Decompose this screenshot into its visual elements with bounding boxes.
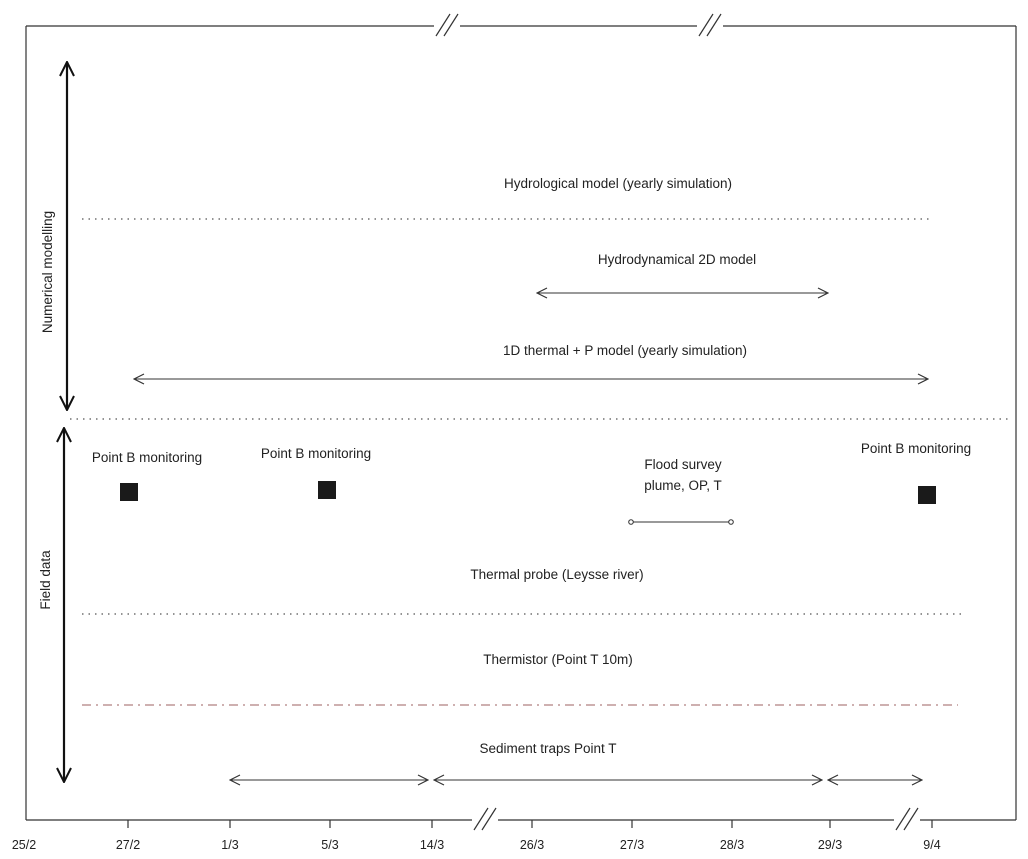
- thermistor-label: Thermistor (Point T 10m): [483, 652, 633, 667]
- tick-label: 25/2: [12, 838, 36, 852]
- axis-break-top-2: [697, 13, 723, 37]
- point-b-monitoring-marker-1: [120, 483, 138, 501]
- hydrodynamical-model-label: Hydrodynamical 2D model: [598, 252, 756, 267]
- frame: [25, 13, 1017, 831]
- tick-label: 26/3: [520, 838, 544, 852]
- point-b-monitoring-label-1: Point B monitoring: [92, 450, 202, 465]
- thermal-probe-label: Thermal probe (Leysse river): [470, 567, 643, 582]
- tick-label: 1/3: [221, 838, 238, 852]
- tick-label: 9/4: [923, 838, 940, 852]
- numerical-modelling-label: Numerical modelling: [40, 211, 55, 333]
- point-b-monitoring-label-3: Point B monitoring: [861, 441, 971, 456]
- hydrological-model-label: Hydrological model (yearly simulation): [504, 176, 732, 191]
- point-b-monitoring-marker-2: [318, 481, 336, 499]
- tick-label: 5/3: [321, 838, 338, 852]
- field-data-label: Field data: [38, 550, 53, 610]
- axis-break-top-1: [434, 13, 460, 37]
- axis-ticks: [127, 820, 933, 828]
- tick-label: 27/2: [116, 838, 140, 852]
- axis-break-bottom-2: [894, 807, 920, 831]
- tick-label: 27/3: [620, 838, 644, 852]
- thermal-p-model-label: 1D thermal + P model (yearly simulation): [503, 343, 747, 358]
- axis-tick-labels: 25/2 27/2 1/3 5/3 14/3 26/3 27/3 28/3 29…: [12, 838, 941, 852]
- flood-survey-label: Flood survey: [644, 457, 722, 472]
- point-b-monitoring-marker-3: [918, 486, 936, 504]
- tick-label: 28/3: [720, 838, 744, 852]
- tick-label: 29/3: [818, 838, 842, 852]
- tick-label: 14/3: [420, 838, 444, 852]
- axis-break-bottom-1: [472, 807, 498, 831]
- flood-survey-sublabel: plume, OP, T: [644, 478, 722, 493]
- sediment-traps-label: Sediment traps Point T: [479, 741, 616, 756]
- point-b-monitoring-label-2: Point B monitoring: [261, 446, 371, 461]
